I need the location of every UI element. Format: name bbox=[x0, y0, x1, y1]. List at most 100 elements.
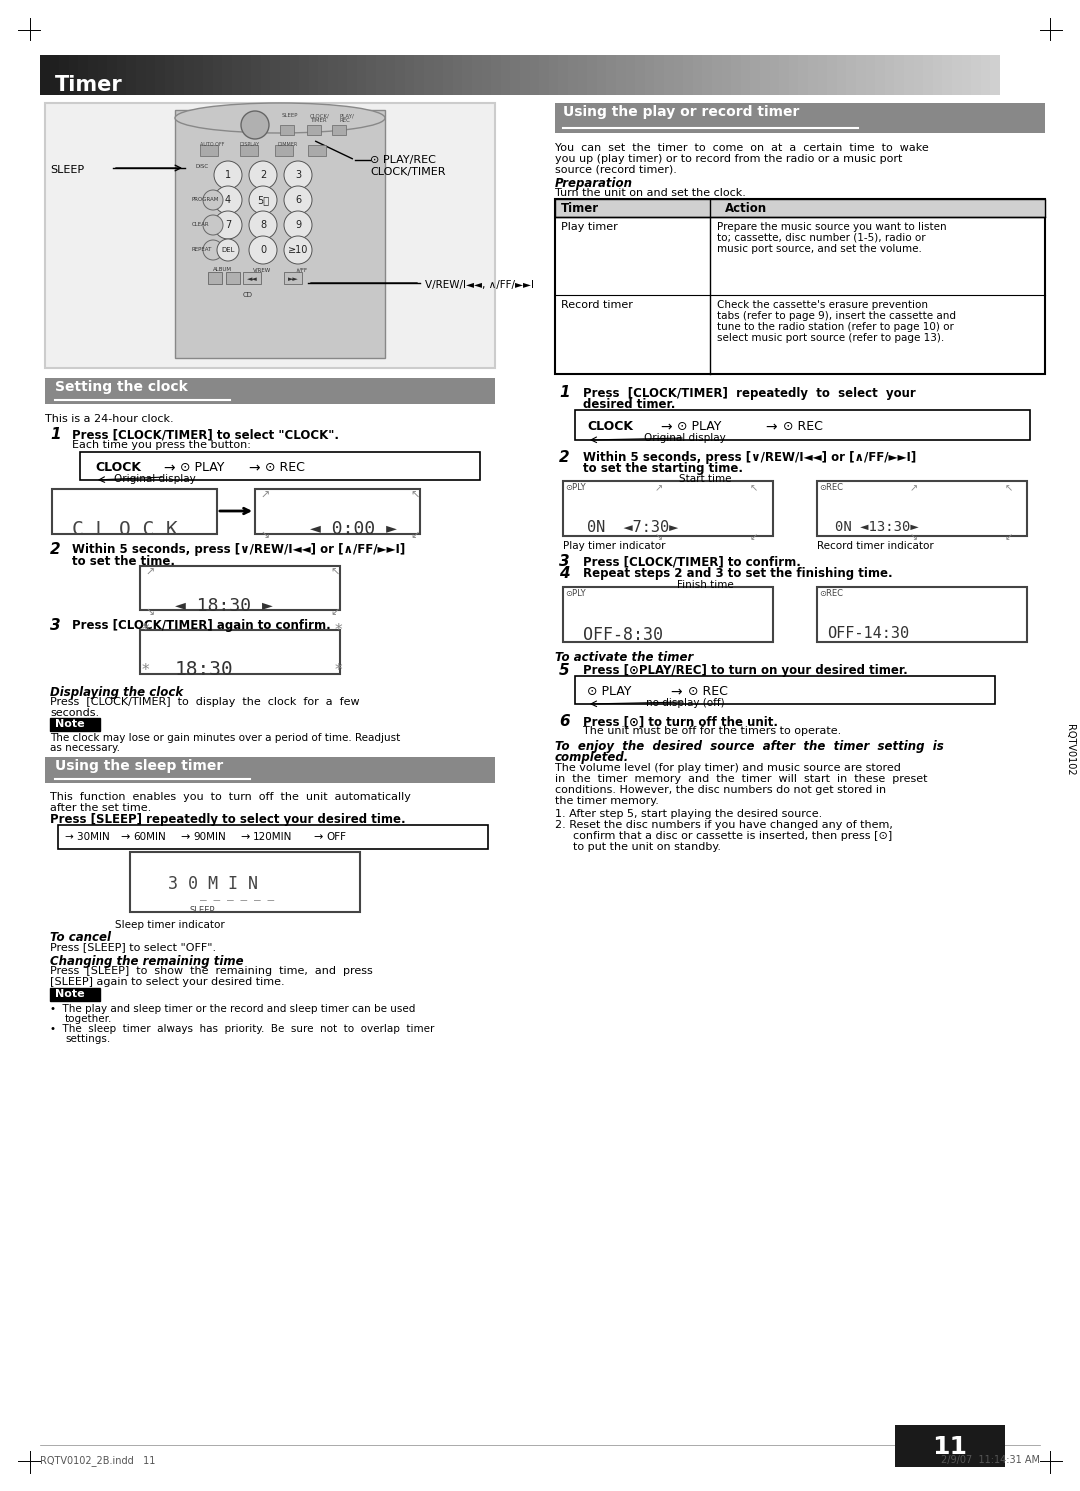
Text: you up (play timer) or to record from the radio or a music port: you up (play timer) or to record from th… bbox=[555, 154, 903, 164]
Bar bbox=[885, 55, 894, 95]
Text: _ _ _ _ _ _: _ _ _ _ _ _ bbox=[200, 890, 274, 901]
Bar bbox=[875, 55, 885, 95]
Bar bbox=[712, 55, 721, 95]
Text: ↖: ↖ bbox=[750, 483, 758, 494]
Text: tabs (refer to page 9), insert the cassette and: tabs (refer to page 9), insert the casse… bbox=[717, 312, 956, 321]
Text: 9: 9 bbox=[295, 221, 301, 230]
Bar bbox=[856, 55, 866, 95]
Text: ⊙ REC: ⊙ REC bbox=[265, 461, 305, 474]
Text: ⊙ PLAY/REC: ⊙ PLAY/REC bbox=[370, 155, 436, 166]
Circle shape bbox=[203, 240, 222, 259]
Text: the timer memory.: the timer memory. bbox=[555, 796, 659, 807]
Bar bbox=[549, 55, 558, 95]
Text: Play timer indicator: Play timer indicator bbox=[563, 541, 665, 552]
Text: 5⌾: 5⌾ bbox=[257, 195, 269, 204]
Text: Changing the remaining time: Changing the remaining time bbox=[50, 956, 244, 968]
Bar bbox=[943, 55, 953, 95]
Text: ⊙ REC: ⊙ REC bbox=[688, 684, 728, 698]
Text: SLEEP: SLEEP bbox=[50, 166, 84, 174]
Text: Within 5 seconds, press [∨/REW/I◄◄] or [∧/FF/►►I]: Within 5 seconds, press [∨/REW/I◄◄] or [… bbox=[583, 450, 916, 464]
Text: ∧/FF: ∧/FF bbox=[295, 267, 307, 271]
Text: ⊙REC: ⊙REC bbox=[819, 589, 843, 598]
Bar bbox=[433, 55, 443, 95]
Bar bbox=[140, 567, 340, 610]
Text: settings.: settings. bbox=[65, 1033, 110, 1044]
Bar bbox=[933, 55, 943, 95]
Bar bbox=[52, 489, 217, 534]
Text: ↗: ↗ bbox=[145, 568, 154, 579]
Circle shape bbox=[284, 161, 312, 189]
Text: V/REW: V/REW bbox=[253, 267, 271, 271]
Text: DISPLAY: DISPLAY bbox=[240, 142, 260, 148]
Text: together.: together. bbox=[65, 1014, 112, 1024]
Circle shape bbox=[249, 212, 276, 239]
Text: ↖: ↖ bbox=[410, 491, 419, 501]
Bar bbox=[284, 271, 302, 283]
Text: Original display: Original display bbox=[644, 432, 726, 443]
Text: 0N ◄13:30►: 0N ◄13:30► bbox=[835, 520, 919, 534]
Text: *: * bbox=[334, 623, 341, 638]
Bar bbox=[462, 55, 472, 95]
Text: Preparation: Preparation bbox=[555, 177, 633, 189]
Bar bbox=[951, 55, 961, 95]
Text: Repeat steps 2 and 3 to set the finishing time.: Repeat steps 2 and 3 to set the finishin… bbox=[583, 567, 893, 580]
Bar bbox=[971, 55, 981, 95]
Bar bbox=[563, 587, 773, 643]
Bar bbox=[563, 482, 773, 535]
Text: →: → bbox=[670, 684, 681, 699]
Text: ↙: ↙ bbox=[1005, 532, 1013, 543]
Bar bbox=[97, 55, 107, 95]
Text: 1: 1 bbox=[559, 385, 569, 400]
Text: 2/9/07  11:14:31 AM: 2/9/07 11:14:31 AM bbox=[941, 1455, 1040, 1466]
Circle shape bbox=[284, 236, 312, 264]
Bar bbox=[200, 145, 218, 157]
Text: Press [SLEEP] repeatedly to select your desired time.: Press [SLEEP] repeatedly to select your … bbox=[50, 813, 406, 826]
Text: *: * bbox=[334, 662, 341, 677]
Bar bbox=[555, 198, 1045, 218]
Bar bbox=[501, 55, 511, 95]
Ellipse shape bbox=[175, 103, 384, 133]
Bar bbox=[289, 55, 299, 95]
Bar bbox=[482, 55, 491, 95]
Text: ↗: ↗ bbox=[910, 483, 918, 494]
Text: CLOCK/: CLOCK/ bbox=[310, 113, 329, 118]
Text: ↙: ↙ bbox=[410, 529, 419, 540]
Bar bbox=[702, 55, 712, 95]
Bar bbox=[40, 55, 50, 95]
Bar bbox=[616, 55, 625, 95]
Bar bbox=[260, 55, 270, 95]
Bar bbox=[816, 482, 1027, 535]
Circle shape bbox=[217, 239, 239, 261]
Circle shape bbox=[284, 212, 312, 239]
Text: Play timer: Play timer bbox=[561, 222, 618, 233]
Bar bbox=[240, 145, 258, 157]
Text: 1: 1 bbox=[50, 426, 60, 441]
Text: →: → bbox=[180, 832, 189, 842]
Bar bbox=[165, 55, 175, 95]
Text: select music port source (refer to page 13).: select music port source (refer to page … bbox=[717, 332, 944, 343]
Circle shape bbox=[241, 110, 269, 139]
Text: 8: 8 bbox=[260, 221, 266, 230]
Bar bbox=[684, 55, 693, 95]
Bar bbox=[654, 55, 664, 95]
Bar bbox=[443, 55, 453, 95]
Bar bbox=[184, 55, 193, 95]
Text: Record timer: Record timer bbox=[561, 300, 633, 310]
Bar bbox=[69, 55, 79, 95]
Text: Press [CLOCK/TIMER] to select "CLOCK".: Press [CLOCK/TIMER] to select "CLOCK". bbox=[72, 428, 339, 441]
Bar bbox=[894, 55, 904, 95]
Text: 3 0 M I N: 3 0 M I N bbox=[168, 875, 258, 893]
Text: 1: 1 bbox=[225, 170, 231, 180]
Bar bbox=[472, 55, 482, 95]
Bar bbox=[376, 55, 386, 95]
Text: to; cassette, disc number (1-5), radio or: to; cassette, disc number (1-5), radio o… bbox=[717, 233, 926, 243]
Text: ↘: ↘ bbox=[654, 532, 663, 543]
Text: CLOCK: CLOCK bbox=[588, 420, 633, 432]
Text: *: * bbox=[141, 662, 149, 677]
Text: SLEEP: SLEEP bbox=[282, 113, 298, 118]
Text: Press [CLOCK/TIMER] again to confirm.: Press [CLOCK/TIMER] again to confirm. bbox=[72, 619, 330, 632]
Bar bbox=[242, 55, 252, 95]
Bar bbox=[156, 55, 165, 95]
Bar bbox=[519, 55, 529, 95]
Text: 2: 2 bbox=[50, 543, 60, 558]
